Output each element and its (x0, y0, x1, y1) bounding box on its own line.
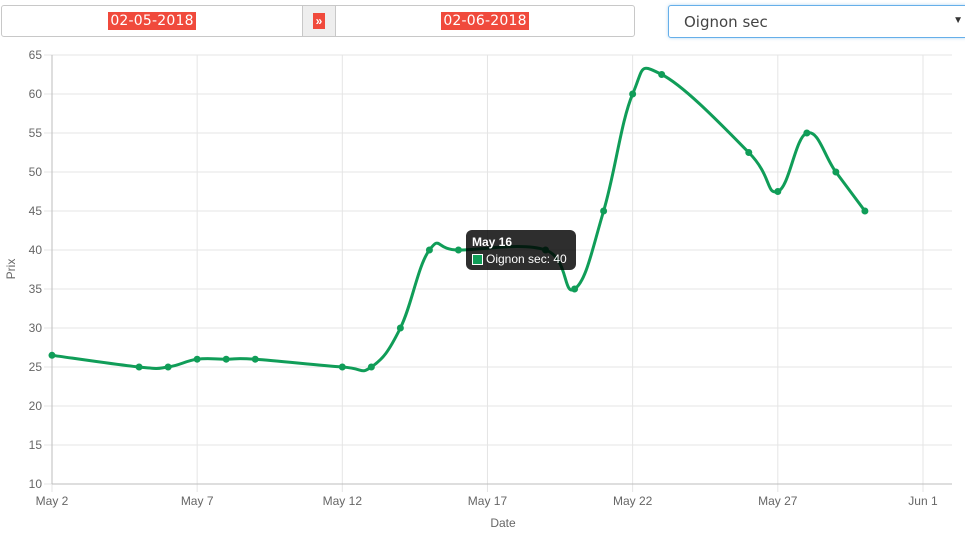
y-tick-label: 45 (29, 204, 43, 218)
grid (44, 54, 952, 492)
data-point (222, 355, 230, 363)
series-line (51, 66, 867, 373)
data-point (600, 207, 608, 215)
x-tick-label: Jun 1 (908, 494, 938, 508)
data-point (774, 188, 782, 195)
y-tick-label: 55 (29, 126, 43, 140)
series-points (48, 71, 869, 371)
range-arrow-icon: » (312, 13, 326, 29)
data-point (629, 90, 637, 98)
y-tick-label: 40 (29, 243, 43, 257)
date-to-value: 02-06-2018 (441, 12, 529, 30)
data-point (425, 246, 433, 254)
data-point (454, 246, 462, 254)
y-tick-label: 15 (29, 438, 43, 452)
date-from-value: 02-05-2018 (108, 12, 196, 30)
data-point (48, 351, 56, 359)
y-tick-label: 20 (29, 399, 43, 413)
y-tick-label: 10 (29, 477, 43, 491)
data-point (861, 207, 869, 215)
data-point (571, 285, 579, 293)
chart-tooltip: May 16 Oignon sec: 40 (466, 230, 576, 270)
data-point (338, 363, 346, 371)
data-point (658, 71, 666, 78)
data-point (135, 363, 143, 371)
tooltip-title: May 16 (472, 235, 513, 249)
tooltip-swatch (472, 253, 483, 265)
data-point (396, 324, 404, 332)
data-point (367, 363, 375, 371)
x-tick-label: May 22 (613, 494, 653, 508)
y-tick-label: 60 (29, 87, 43, 101)
data-point (832, 168, 840, 176)
product-select[interactable]: Oignon sec ▼ (668, 5, 965, 38)
product-select-value: Oignon sec (684, 12, 768, 31)
data-point (164, 363, 172, 371)
range-separator: » (302, 6, 336, 36)
y-tick-label: 50 (29, 165, 43, 179)
data-point (193, 355, 201, 363)
date-range-picker: 02-05-2018 » 02-06-2018 (1, 5, 635, 37)
data-point (745, 149, 753, 156)
y-tick-label: 35 (29, 282, 43, 296)
date-from-field[interactable]: 02-05-2018 (2, 6, 302, 36)
x-axis-label: Date (490, 516, 516, 530)
data-point (803, 129, 811, 137)
date-to-field[interactable]: 02-06-2018 (336, 6, 634, 36)
y-axis-label: Prix (4, 259, 18, 280)
price-line-chart: 10 15 20 25 30 35 40 45 50 55 60 65 May 2 May 7 May 1… (4, 48, 952, 530)
y-tick-label: 25 (29, 360, 43, 374)
x-tick-label: May 17 (468, 494, 508, 508)
x-tick-label: May 27 (758, 494, 798, 508)
x-axis-ticks: May 2 May 7 May 12 May 17 May 22 May 27 Jun 1 (36, 494, 938, 508)
y-axis-ticks: 10 15 20 25 30 35 40 45 50 55 60 65 (29, 48, 43, 491)
y-tick-label: 30 (29, 321, 43, 335)
y-tick-label: 65 (29, 48, 43, 62)
dropdown-caret-icon: ▼ (953, 15, 963, 26)
x-tick-label: May 12 (323, 494, 363, 508)
tooltip-value: Oignon sec: 40 (486, 252, 567, 266)
data-point (251, 355, 259, 363)
x-tick-label: May 7 (181, 494, 214, 508)
x-tick-label: May 2 (36, 494, 69, 508)
